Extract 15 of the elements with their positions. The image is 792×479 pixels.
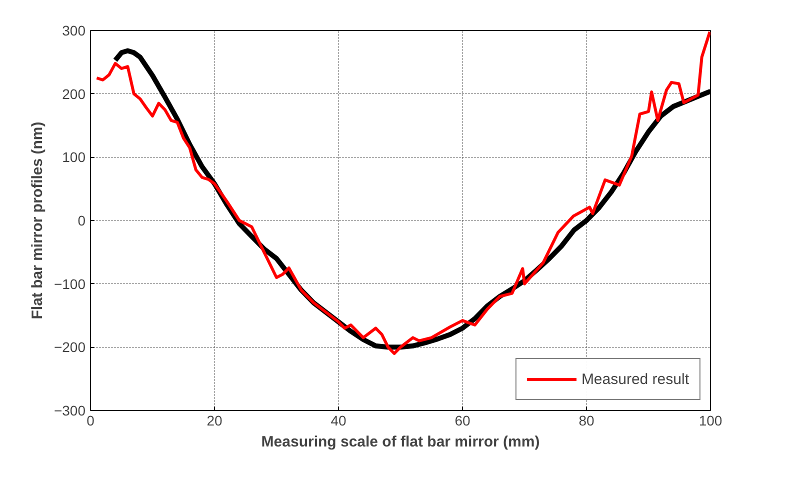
x-tick-label: 100 [698, 412, 722, 428]
y-tick-label: 0 [78, 212, 86, 228]
x-axis-title: Measuring scale of flat bar mirror (mm) [261, 434, 540, 450]
y-tick-label: −200 [54, 339, 86, 356]
y-axis-title: Flat bar mirror profiles (nm) [28, 122, 46, 320]
y-tick-label: 200 [62, 86, 86, 102]
y-tick-label: 300 [62, 22, 86, 38]
x-tick-label: 80 [578, 412, 594, 428]
y-tick-label: 100 [62, 149, 86, 166]
y-tick-label: −300 [54, 402, 86, 418]
y-tick-label: −100 [54, 276, 86, 292]
x-tick-label: 60 [454, 412, 470, 428]
x-tick-label: 20 [206, 412, 222, 428]
legend-label: Measured result [581, 370, 689, 388]
x-tick-label: 40 [330, 412, 346, 428]
